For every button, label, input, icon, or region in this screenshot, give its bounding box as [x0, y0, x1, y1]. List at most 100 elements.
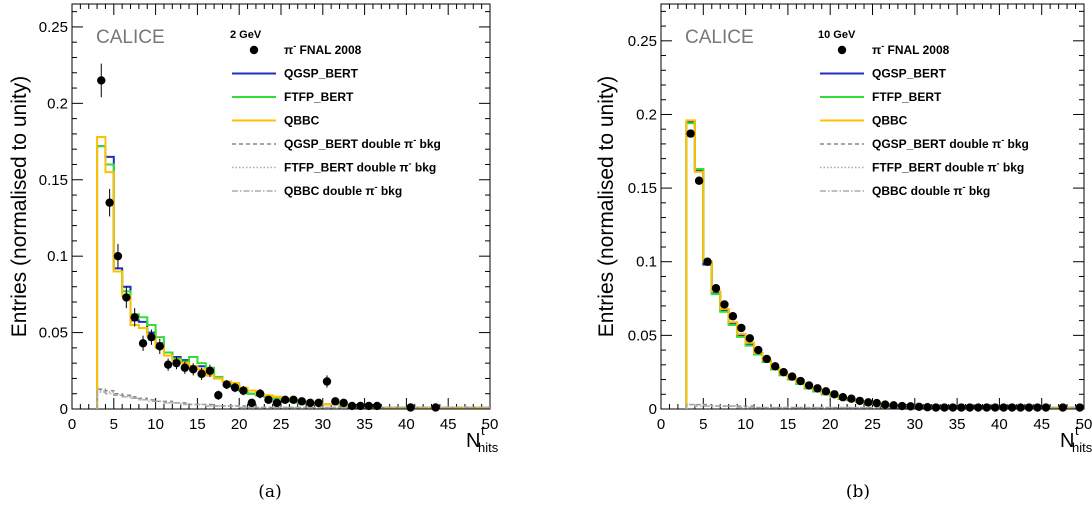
- data-point: [737, 323, 746, 333]
- y-tick-label: 0.15: [628, 180, 657, 197]
- legend-entry: π- FNAL 2008: [284, 41, 362, 57]
- data-point: [999, 403, 1008, 412]
- panel-caption: (b): [846, 482, 870, 502]
- data-point: [931, 403, 941, 412]
- data-point: [306, 398, 315, 408]
- data-point: [720, 300, 729, 309]
- x-tick-label: 50: [482, 416, 499, 433]
- data-point: [889, 401, 898, 410]
- data-point: [264, 395, 273, 405]
- data-point: [830, 390, 839, 399]
- data-point: [172, 358, 181, 368]
- data-point: [97, 76, 106, 85]
- data-point: [372, 401, 382, 411]
- y-tick-label: 0.15: [39, 172, 68, 189]
- legend-entry: QBBC double π- bkg: [872, 182, 990, 198]
- x-tick-label: 35: [949, 416, 966, 433]
- data-point: [239, 386, 248, 395]
- data-point: [762, 354, 771, 364]
- data-point: [230, 383, 240, 392]
- x-tick-label: 40: [398, 416, 415, 433]
- data-point: [880, 400, 890, 409]
- y-axis-label: Entries (normalised to unity): [8, 76, 31, 337]
- data-point: [1016, 403, 1025, 412]
- x-tick-label: 15: [780, 416, 797, 433]
- energy-label: 10 GeV: [818, 29, 856, 41]
- data-point: [897, 401, 907, 411]
- data-point: [1007, 403, 1017, 412]
- data-point: [163, 360, 173, 369]
- experiment-label: CALICE: [685, 27, 754, 48]
- data-point: [289, 395, 298, 405]
- data-point: [364, 401, 373, 411]
- data-point: [906, 402, 915, 411]
- data-point: [1058, 403, 1068, 412]
- data-point: [847, 394, 856, 403]
- legend-entry: QGSP_BERT double π- bkg: [284, 135, 441, 151]
- data-point: [982, 403, 991, 412]
- x-tick-label: 50: [1076, 416, 1092, 433]
- data-point: [272, 398, 282, 408]
- x-tick-label: 5: [110, 416, 118, 433]
- x-tick-label: 5: [699, 416, 707, 433]
- data-point: [990, 403, 1000, 412]
- data-point: [957, 403, 966, 412]
- data-point: [222, 380, 231, 389]
- legend-entry: FTFP_BERT double π- bkg: [872, 159, 1024, 175]
- data-point: [339, 398, 348, 408]
- y-tick-label: 0.25: [628, 33, 657, 50]
- legend-entry: QBBC double π- bkg: [284, 182, 402, 198]
- data-point: [280, 395, 290, 405]
- series-line-qgsp-bert-double-bkg: [685, 403, 1084, 409]
- data-point: [331, 397, 340, 406]
- data-point: [155, 342, 164, 351]
- x-axis-label-subscript: hits: [478, 440, 499, 455]
- x-tick-label: 10: [147, 416, 164, 433]
- data-point: [703, 257, 712, 266]
- legend-entry: π- FNAL 2008: [872, 41, 950, 57]
- data-point: [779, 367, 788, 377]
- x-tick-label: 40: [991, 416, 1008, 433]
- x-tick-label: 25: [273, 416, 290, 433]
- legend-entry: QGSP_BERT: [284, 67, 359, 81]
- data-point: [940, 403, 949, 412]
- energy-label: 2 GeV: [230, 29, 262, 41]
- x-tick-label: 45: [1033, 416, 1050, 433]
- x-axis-label-superscript: t: [481, 423, 485, 438]
- y-tick-label: 0: [60, 401, 68, 418]
- data-point: [180, 363, 190, 372]
- data-point: [821, 387, 831, 396]
- data-point: [297, 397, 307, 406]
- data-point: [914, 402, 924, 411]
- legend-entry: QGSP_BERT double π- bkg: [872, 135, 1029, 151]
- x-tick-label: 20: [822, 416, 839, 433]
- data-point: [255, 389, 265, 398]
- data-point: [1033, 403, 1042, 412]
- data-point: [787, 372, 797, 381]
- data-point: [431, 403, 440, 412]
- x-tick-label: 20: [231, 416, 248, 433]
- panel-caption: (a): [258, 482, 281, 502]
- x-tick-label: 0: [657, 416, 665, 433]
- x-tick-label: 15: [189, 416, 206, 433]
- data-point: [974, 403, 983, 412]
- y-tick-label: 0.2: [47, 95, 68, 112]
- y-tick-label: 0.2: [636, 106, 657, 123]
- legend-marker: [249, 45, 259, 55]
- data-point: [197, 369, 206, 379]
- x-tick-label: 30: [906, 416, 923, 433]
- data-point: [105, 198, 114, 207]
- data-point: [1075, 403, 1084, 412]
- data-point: [130, 313, 139, 322]
- legend-entry: FTFP_BERT: [872, 90, 942, 104]
- data-point: [728, 312, 738, 321]
- x-tick-label: 25: [864, 416, 881, 433]
- data-point: [855, 396, 865, 406]
- data-point: [965, 403, 974, 412]
- data-point: [872, 398, 881, 408]
- y-axis-label: Entries (normalised to unity): [595, 76, 618, 337]
- data-point: [1041, 403, 1051, 412]
- x-tick-label: 0: [68, 416, 76, 433]
- data-point: [1024, 403, 1034, 412]
